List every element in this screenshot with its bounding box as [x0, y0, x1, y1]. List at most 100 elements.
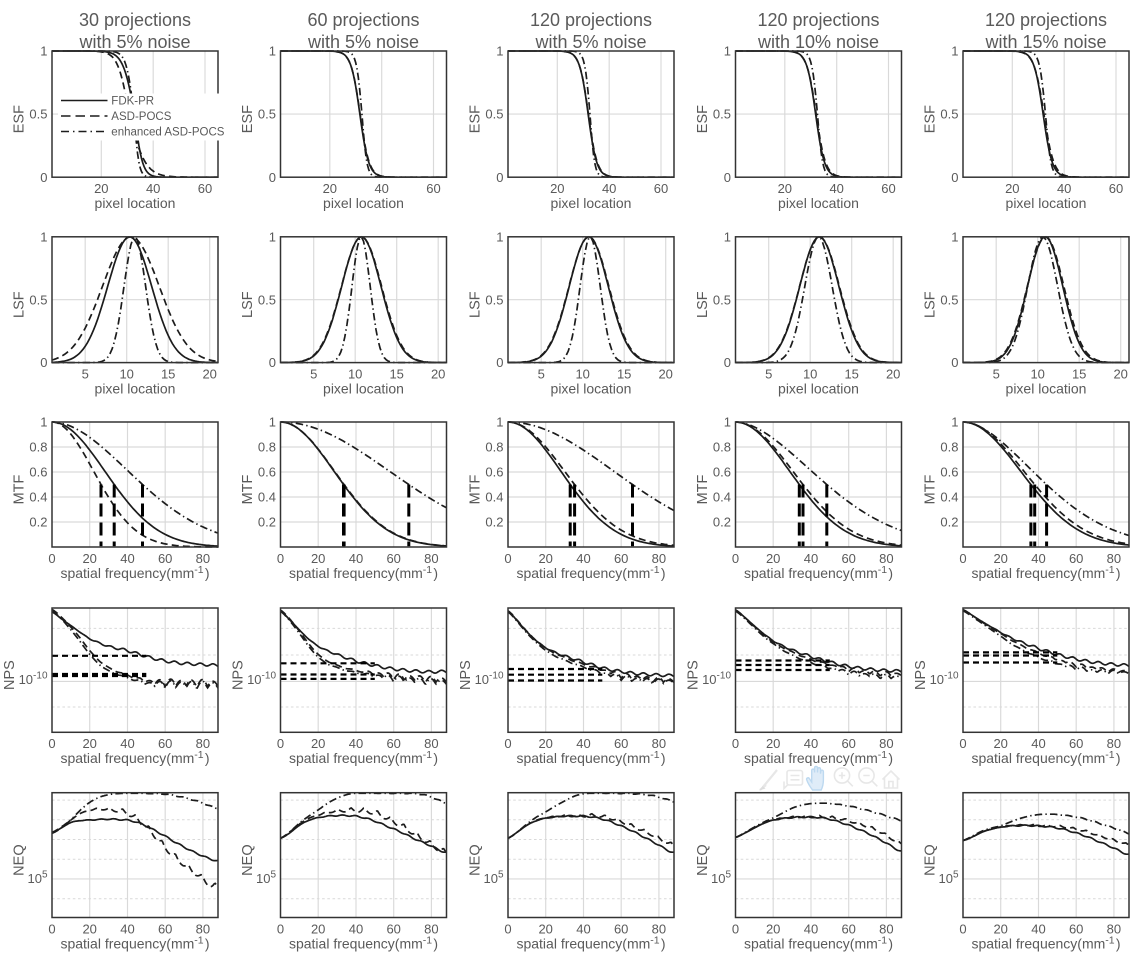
svg-text:0: 0: [277, 736, 284, 751]
svg-text:10: 10: [348, 366, 362, 381]
svg-text:0: 0: [504, 921, 511, 936]
svg-text:LSF: LSF: [468, 291, 484, 318]
svg-text:with 15% noise: with 15% noise: [984, 32, 1106, 52]
svg-text:1: 1: [724, 415, 731, 430]
svg-text:0: 0: [959, 551, 966, 566]
svg-text:NEQ: NEQ: [923, 844, 939, 875]
svg-text:10: 10: [575, 366, 589, 381]
svg-text:pixel location: pixel location: [1006, 195, 1087, 211]
svg-text:0.2: 0.2: [713, 515, 731, 530]
svg-text:20: 20: [1005, 181, 1019, 196]
svg-text:80: 80: [1107, 551, 1121, 566]
svg-text:80: 80: [652, 736, 666, 751]
svg-text:1: 1: [951, 229, 958, 244]
svg-text:40: 40: [804, 551, 818, 566]
svg-text:NPS: NPS: [231, 660, 247, 690]
svg-text:with 5% noise: with 5% noise: [307, 32, 419, 52]
svg-text:NPS: NPS: [458, 660, 474, 690]
svg-text:ESF: ESF: [468, 105, 484, 133]
svg-text:1: 1: [269, 415, 276, 430]
svg-text:0: 0: [959, 736, 966, 751]
svg-text:0.6: 0.6: [713, 465, 731, 480]
svg-text:0: 0: [40, 355, 47, 370]
svg-text:40: 40: [576, 551, 590, 566]
svg-text:0.8: 0.8: [485, 440, 503, 455]
svg-text:15: 15: [1072, 366, 1086, 381]
svg-text:1: 1: [951, 44, 958, 59]
svg-text:0: 0: [959, 921, 966, 936]
svg-text:20: 20: [993, 736, 1007, 751]
svg-text:80: 80: [1107, 921, 1121, 936]
svg-text:pixel location: pixel location: [323, 381, 404, 397]
svg-text:NEQ: NEQ: [12, 844, 28, 875]
svg-text:NEQ: NEQ: [695, 844, 711, 875]
svg-text:80: 80: [652, 921, 666, 936]
svg-text:0.5: 0.5: [485, 107, 503, 122]
svg-text:40: 40: [829, 181, 843, 196]
svg-text:40: 40: [1031, 921, 1045, 936]
svg-text:60: 60: [386, 921, 400, 936]
svg-text:0.6: 0.6: [485, 465, 503, 480]
svg-text:0: 0: [40, 170, 47, 185]
svg-text:spatial frequency(mm-1): spatial frequency(mm-1): [744, 934, 893, 951]
svg-text:20: 20: [538, 921, 552, 936]
svg-text:60: 60: [426, 181, 440, 196]
svg-text:60: 60: [614, 551, 628, 566]
svg-text:0.5: 0.5: [258, 107, 276, 122]
svg-text:0.5: 0.5: [713, 107, 731, 122]
svg-text:80: 80: [879, 921, 893, 936]
svg-text:20: 20: [311, 551, 325, 566]
svg-text:0.5: 0.5: [940, 107, 958, 122]
svg-text:80: 80: [196, 551, 210, 566]
svg-text:60: 60: [654, 181, 668, 196]
svg-text:0.4: 0.4: [258, 490, 276, 505]
svg-text:5: 5: [765, 366, 772, 381]
svg-text:0: 0: [951, 355, 958, 370]
svg-text:0.4: 0.4: [29, 490, 47, 505]
svg-text:0: 0: [277, 921, 284, 936]
svg-text:spatial frequency(mm-1): spatial frequency(mm-1): [971, 934, 1120, 951]
svg-text:MTF: MTF: [240, 474, 256, 504]
svg-text:0.8: 0.8: [258, 440, 276, 455]
svg-text:pixel location: pixel location: [778, 381, 859, 397]
svg-text:20: 20: [202, 366, 216, 381]
svg-text:NPS: NPS: [2, 660, 18, 690]
svg-text:0.2: 0.2: [29, 515, 47, 530]
svg-text:LSF: LSF: [923, 291, 939, 318]
svg-text:1: 1: [496, 229, 503, 244]
svg-text:spatial frequency(mm-1): spatial frequency(mm-1): [60, 934, 209, 951]
svg-text:80: 80: [424, 736, 438, 751]
svg-text:with 5% noise: with 5% noise: [78, 32, 190, 52]
svg-text:1: 1: [724, 44, 731, 59]
svg-text:60: 60: [841, 921, 855, 936]
svg-text:5: 5: [993, 366, 1000, 381]
svg-text:0.6: 0.6: [258, 465, 276, 480]
svg-text:spatial frequency(mm-1): spatial frequency(mm-1): [289, 934, 438, 951]
svg-text:MTF: MTF: [12, 474, 28, 504]
svg-text:20: 20: [766, 551, 780, 566]
svg-text:pixel location: pixel location: [778, 195, 859, 211]
svg-text:40: 40: [804, 736, 818, 751]
svg-text:0.2: 0.2: [485, 515, 503, 530]
svg-text:20: 20: [82, 551, 96, 566]
svg-text:60: 60: [158, 551, 172, 566]
svg-text:20: 20: [766, 921, 780, 936]
svg-text:NPS: NPS: [913, 660, 929, 690]
svg-text:0: 0: [48, 551, 55, 566]
svg-text:5: 5: [310, 366, 317, 381]
svg-text:40: 40: [374, 181, 388, 196]
svg-text:1: 1: [269, 44, 276, 59]
svg-text:0.8: 0.8: [29, 440, 47, 455]
svg-text:15: 15: [389, 366, 403, 381]
svg-text:1: 1: [496, 44, 503, 59]
svg-text:80: 80: [196, 736, 210, 751]
svg-text:5: 5: [82, 366, 89, 381]
svg-text:pixel location: pixel location: [551, 195, 632, 211]
svg-text:20: 20: [431, 366, 445, 381]
svg-text:0: 0: [496, 170, 503, 185]
svg-text:0.2: 0.2: [258, 515, 276, 530]
svg-text:15: 15: [161, 366, 175, 381]
svg-text:enhanced ASD-POCS: enhanced ASD-POCS: [111, 127, 224, 139]
svg-text:spatial frequency(mm-1): spatial frequency(mm-1): [289, 749, 438, 766]
svg-text:1: 1: [724, 229, 731, 244]
